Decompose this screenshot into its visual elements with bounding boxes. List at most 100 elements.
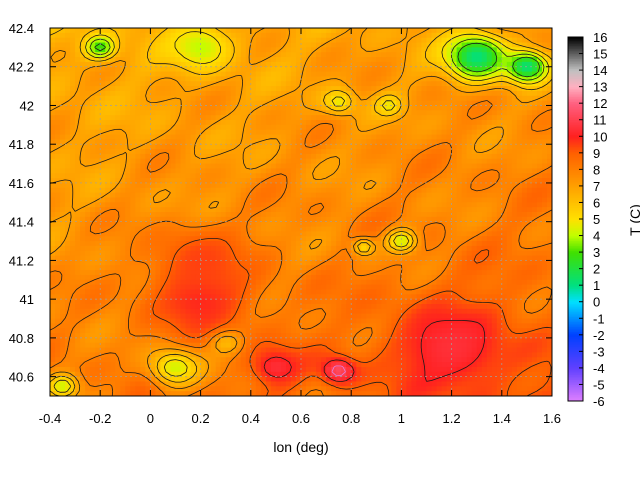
contour-level-10: [263, 320, 486, 382]
colorbar-swatch: [568, 293, 583, 296]
colorbar-swatch: [568, 268, 583, 271]
colorbar-swatch: [568, 392, 583, 395]
colorbar-swatch: [568, 162, 583, 165]
colorbar-tick-label: 15: [593, 47, 607, 62]
colorbar-swatch: [568, 185, 583, 189]
colorbar-swatch: [568, 124, 583, 127]
colorbar-tick-label: 3: [593, 245, 600, 260]
x-axis: -0.4 -0.2 0 0.2 0.4 0.6 0.8 1 1.2 1.4 1.6: [39, 28, 561, 426]
colorbar-swatch: [568, 354, 583, 357]
colorbar-swatch: [568, 275, 583, 278]
colorbar-swatch: [568, 134, 583, 137]
colorbar-swatch: [568, 93, 583, 96]
colorbar-swatch: [568, 298, 583, 301]
colorbar-swatch: [568, 99, 583, 103]
colorbar-swatch: [568, 334, 583, 337]
colorbar-swatch: [568, 324, 583, 328]
x-tick-label: 0.4: [242, 411, 260, 426]
colorbar-swatch: [568, 161, 583, 164]
colorbar-swatch: [568, 78, 583, 81]
colorbar-swatch: [568, 252, 583, 255]
colorbar-swatch: [568, 126, 583, 129]
colorbar-swatch: [568, 169, 583, 172]
colorbar-swatch: [568, 46, 583, 50]
colorbar-swatch: [568, 247, 583, 250]
colorbar-swatch: [568, 399, 583, 402]
colorbar-swatch: [568, 344, 583, 347]
grid-lines: [50, 28, 552, 396]
colorbar-tick-label: 16: [593, 30, 607, 45]
colorbar-swatch: [568, 356, 583, 359]
colorbar-swatch: [568, 98, 583, 101]
colorbar-swatch: [568, 374, 583, 377]
x-tick-label: 1.6: [543, 411, 561, 426]
colorbar-swatch: [568, 189, 583, 192]
colorbar-swatch: [568, 61, 583, 64]
colorbar-swatch: [568, 362, 583, 366]
colorbar-swatch: [568, 228, 583, 232]
colorbar-swatch: [568, 305, 583, 308]
y-tick-label: 40.6: [9, 370, 34, 385]
colorbar-swatch: [568, 50, 583, 53]
colorbar-swatch: [568, 285, 583, 288]
colorbar-swatch: [568, 290, 583, 293]
colorbar-swatch: [568, 164, 583, 167]
colorbar-swatch: [568, 351, 583, 354]
colorbar-swatch: [568, 94, 583, 98]
colorbar-swatch: [568, 104, 583, 107]
colorbar-swatch: [568, 96, 583, 99]
colorbar-swatch: [568, 233, 583, 237]
colorbar-swatch: [568, 222, 583, 225]
colorbar-swatch: [568, 38, 583, 41]
colorbar-tick-label: -4: [593, 361, 605, 376]
colorbar-swatch: [568, 116, 583, 119]
colorbar-swatch: [568, 346, 583, 349]
colorbar-swatch: [568, 306, 583, 309]
colorbar-swatch: [568, 123, 583, 126]
contour-level-11: [331, 365, 346, 376]
colorbar-swatch: [568, 303, 583, 306]
colorbar-swatch: [568, 260, 583, 263]
colorbar-swatch: [568, 262, 583, 265]
colorbar-swatch: [568, 177, 583, 180]
colorbar-swatch: [568, 341, 583, 344]
colorbar-swatch: [568, 243, 583, 246]
colorbar-swatch: [568, 75, 583, 78]
colorbar-swatch: [568, 103, 583, 106]
colorbar-swatch: [568, 146, 583, 149]
colorbar-swatch: [568, 174, 583, 177]
colorbar-swatch: [568, 111, 583, 114]
x-tick-label: 1.4: [493, 411, 511, 426]
contour-level-7: [50, 28, 552, 396]
y-tick-label: 42.2: [9, 60, 34, 75]
colorbar-swatch: [568, 230, 583, 233]
colorbar-swatch: [568, 56, 583, 59]
colorbar-swatch: [568, 179, 583, 182]
x-tick-label: -0.4: [39, 411, 61, 426]
colorbar-swatch: [568, 60, 583, 63]
colorbar-swatch: [568, 323, 583, 326]
colorbar-tick-label: 14: [593, 63, 607, 78]
colorbar-tick-label: 8: [593, 162, 600, 177]
colorbar-swatch: [568, 76, 583, 79]
colorbar-swatch: [568, 137, 583, 141]
colorbar-tick-label: 6: [593, 195, 600, 210]
colorbar-swatch: [568, 265, 583, 268]
colorbar-swatch: [568, 326, 583, 329]
colorbar-swatch: [568, 81, 583, 84]
y-tick-label: 41.8: [9, 137, 34, 152]
contour-lines: [50, 28, 552, 396]
colorbar-swatch: [568, 255, 583, 258]
colorbar-swatch: [568, 364, 583, 367]
colorbar-swatch: [568, 43, 583, 46]
colorbar-swatch: [568, 371, 583, 374]
colorbar-swatch: [568, 319, 583, 323]
colorbar-swatch: [568, 151, 583, 154]
colorbar-swatch: [568, 339, 583, 342]
colorbar-swatch: [568, 331, 583, 334]
colorbar-swatch: [568, 271, 583, 275]
colorbar-swatch: [568, 182, 583, 185]
colorbar-swatch: [568, 232, 583, 235]
colorbar-swatch: [568, 210, 583, 213]
